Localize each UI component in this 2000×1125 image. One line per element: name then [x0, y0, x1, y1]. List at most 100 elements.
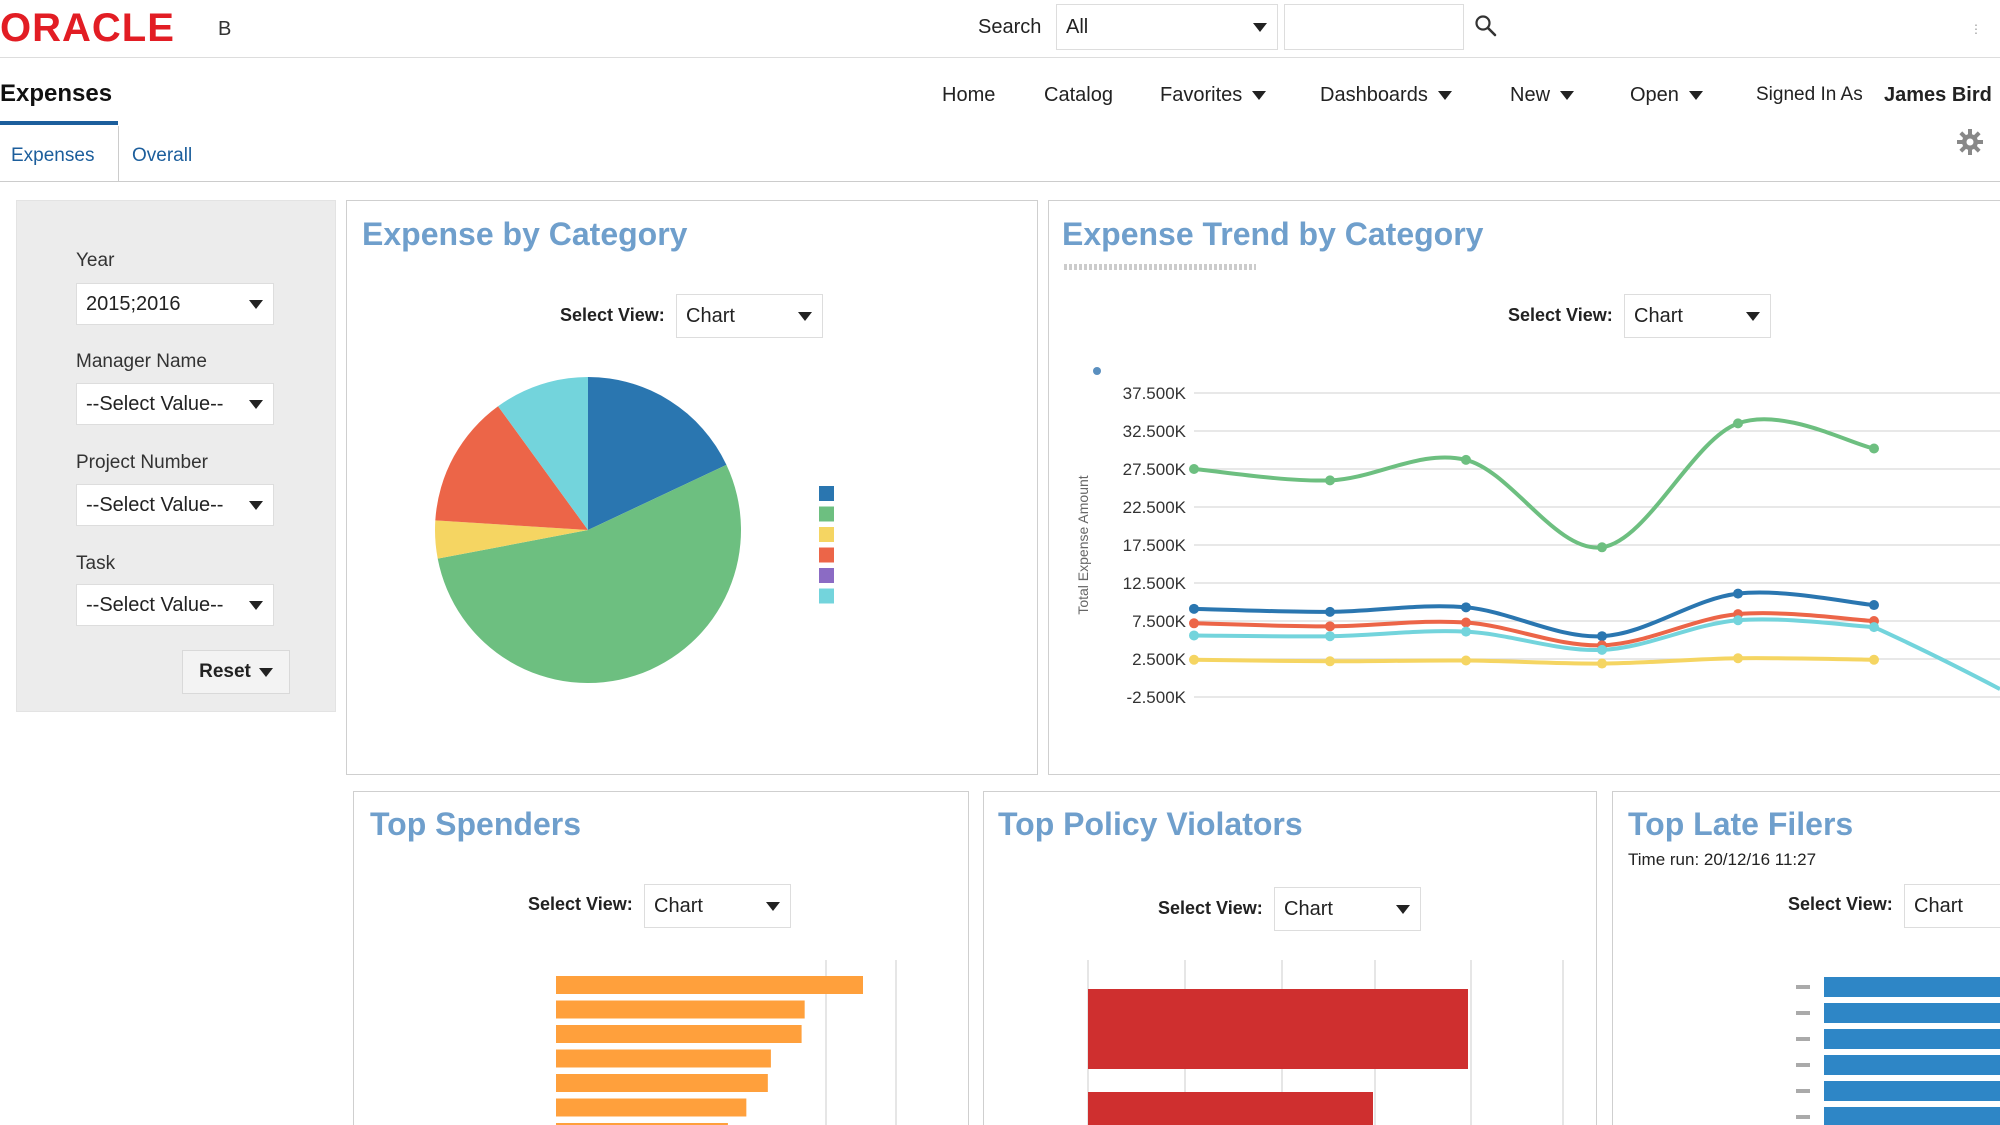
expense-by-category-chart[interactable]	[346, 360, 1038, 720]
data-point[interactable]	[1869, 654, 1879, 665]
data-point[interactable]	[1461, 617, 1471, 628]
data-point[interactable]	[1733, 418, 1743, 429]
bar[interactable]	[1824, 1003, 2000, 1023]
bar[interactable]	[1824, 977, 2000, 997]
y-tick-label	[1796, 1063, 1810, 1067]
data-point[interactable]	[1869, 443, 1879, 454]
bar[interactable]	[556, 1049, 771, 1068]
select-view-label: Select View:	[560, 305, 665, 325]
bar[interactable]	[1824, 1107, 2000, 1125]
nav-home[interactable]: Home	[942, 84, 996, 106]
bar[interactable]	[1824, 1029, 2000, 1049]
expense-trend-chart[interactable]: 37.500K 32.500K 27.500K 22.500K 17.500K 12.50…	[1048, 355, 2000, 725]
data-point[interactable]	[1597, 631, 1607, 642]
expense-trend-panel	[1048, 200, 2000, 775]
data-point[interactable]	[1597, 658, 1607, 669]
manager-name-select[interactable]: --Select Value--	[76, 383, 274, 425]
bar[interactable]	[556, 1000, 805, 1019]
data-point[interactable]	[1597, 644, 1607, 655]
bar[interactable]	[556, 1098, 747, 1117]
data-point[interactable]	[1461, 454, 1471, 465]
top-violators-view-select[interactable]: Chart	[1274, 887, 1421, 931]
data-point[interactable]	[1461, 602, 1471, 613]
data-point[interactable]	[1189, 618, 1199, 629]
select-view-label: Select View:	[1788, 894, 1893, 914]
data-point[interactable]	[1597, 542, 1607, 553]
reset-button[interactable]: Reset	[182, 650, 290, 694]
bar[interactable]	[556, 1074, 768, 1092]
top-late-filers-chart[interactable]	[1612, 960, 2000, 1125]
y-tick-label: 7.500K	[1132, 612, 1187, 631]
bar[interactable]	[556, 976, 863, 994]
data-point[interactable]	[1461, 626, 1471, 637]
search-scope-select[interactable]: All	[1056, 4, 1278, 50]
nav-dashboards[interactable]: Dashboards	[1320, 84, 1452, 107]
data-point[interactable]	[1733, 615, 1743, 626]
year-select[interactable]: 2015;2016	[76, 283, 274, 325]
chevron-down-icon	[1560, 91, 1575, 101]
top-violators-panel	[983, 791, 1597, 1125]
series-line[interactable]	[1193, 656, 1875, 666]
nav-favorites[interactable]: Favorites	[1160, 84, 1267, 107]
data-point[interactable]	[1733, 588, 1743, 599]
task-label: Task	[76, 553, 116, 574]
data-point[interactable]	[1189, 630, 1199, 641]
top-violators-chart[interactable]	[983, 960, 1597, 1125]
bar[interactable]	[1088, 1092, 1373, 1125]
bar[interactable]	[1824, 1055, 2000, 1075]
expense-by-category-view-select[interactable]: Chart	[676, 294, 823, 338]
top-late-filers-view-select[interactable]: Chart	[1904, 884, 2000, 928]
y-tick-label: 27.500K	[1123, 460, 1187, 479]
top-late-filers-title: Top Late Filers	[1628, 806, 1854, 842]
task-select[interactable]: --Select Value--	[76, 584, 274, 626]
nav-new[interactable]: New	[1510, 84, 1575, 107]
series-line[interactable]	[1193, 617, 2000, 691]
series-line[interactable]	[1193, 611, 1875, 648]
data-point[interactable]	[1325, 656, 1335, 667]
data-point[interactable]	[1189, 654, 1199, 665]
y-tick-label: 37.500K	[1123, 384, 1187, 403]
top-spenders-chart[interactable]	[353, 960, 969, 1125]
oracle-logo[interactable]: ORACLE	[0, 6, 175, 50]
top-spenders-view-select[interactable]: Chart	[644, 884, 791, 928]
bar[interactable]	[556, 1025, 802, 1043]
bar[interactable]	[1824, 1081, 2000, 1101]
user-name[interactable]: James Bird	[1884, 84, 1992, 106]
data-point[interactable]	[1869, 600, 1879, 611]
y-tick-label: 2.500K	[1132, 650, 1187, 669]
view-value: Chart	[1634, 304, 1683, 327]
tab-overall[interactable]: Overall	[132, 145, 193, 166]
nav-favorites-label: Favorites	[1160, 84, 1243, 106]
manager-name-label: Manager Name	[76, 351, 207, 372]
pie-slice[interactable]	[437, 464, 741, 683]
data-point[interactable]	[1325, 606, 1335, 617]
search-input[interactable]	[1284, 4, 1464, 50]
pie-slice[interactable]	[435, 520, 588, 559]
data-point[interactable]	[1733, 653, 1743, 664]
bar[interactable]	[556, 1123, 728, 1125]
data-point[interactable]	[1325, 475, 1335, 486]
gear-icon[interactable]	[1956, 128, 1984, 156]
tab-expenses[interactable]: Expenses	[11, 145, 95, 166]
y-tick-label	[1796, 1037, 1810, 1041]
pie-slice[interactable]	[498, 377, 588, 530]
search-label: Search	[978, 16, 1042, 38]
nav-open[interactable]: Open	[1630, 84, 1703, 107]
project-number-select[interactable]: --Select Value--	[76, 484, 274, 526]
header-overflow-icon[interactable]: ⋮	[1970, 22, 1982, 36]
pie-slice[interactable]	[435, 406, 588, 530]
data-point[interactable]	[1189, 464, 1199, 474]
search-icon[interactable]	[1474, 14, 1498, 38]
series-line[interactable]	[1193, 417, 1875, 550]
pie-slice[interactable]	[588, 377, 727, 530]
series-line[interactable]	[1193, 590, 1875, 639]
data-point[interactable]	[1325, 621, 1335, 632]
data-point[interactable]	[1869, 622, 1879, 633]
data-point[interactable]	[1325, 631, 1335, 642]
expense-trend-view-select[interactable]: Chart	[1624, 294, 1771, 338]
bar[interactable]	[1088, 989, 1468, 1069]
view-value: Chart	[686, 304, 735, 327]
data-point[interactable]	[1189, 603, 1199, 614]
nav-catalog[interactable]: Catalog	[1044, 84, 1113, 106]
data-point[interactable]	[1461, 655, 1471, 666]
